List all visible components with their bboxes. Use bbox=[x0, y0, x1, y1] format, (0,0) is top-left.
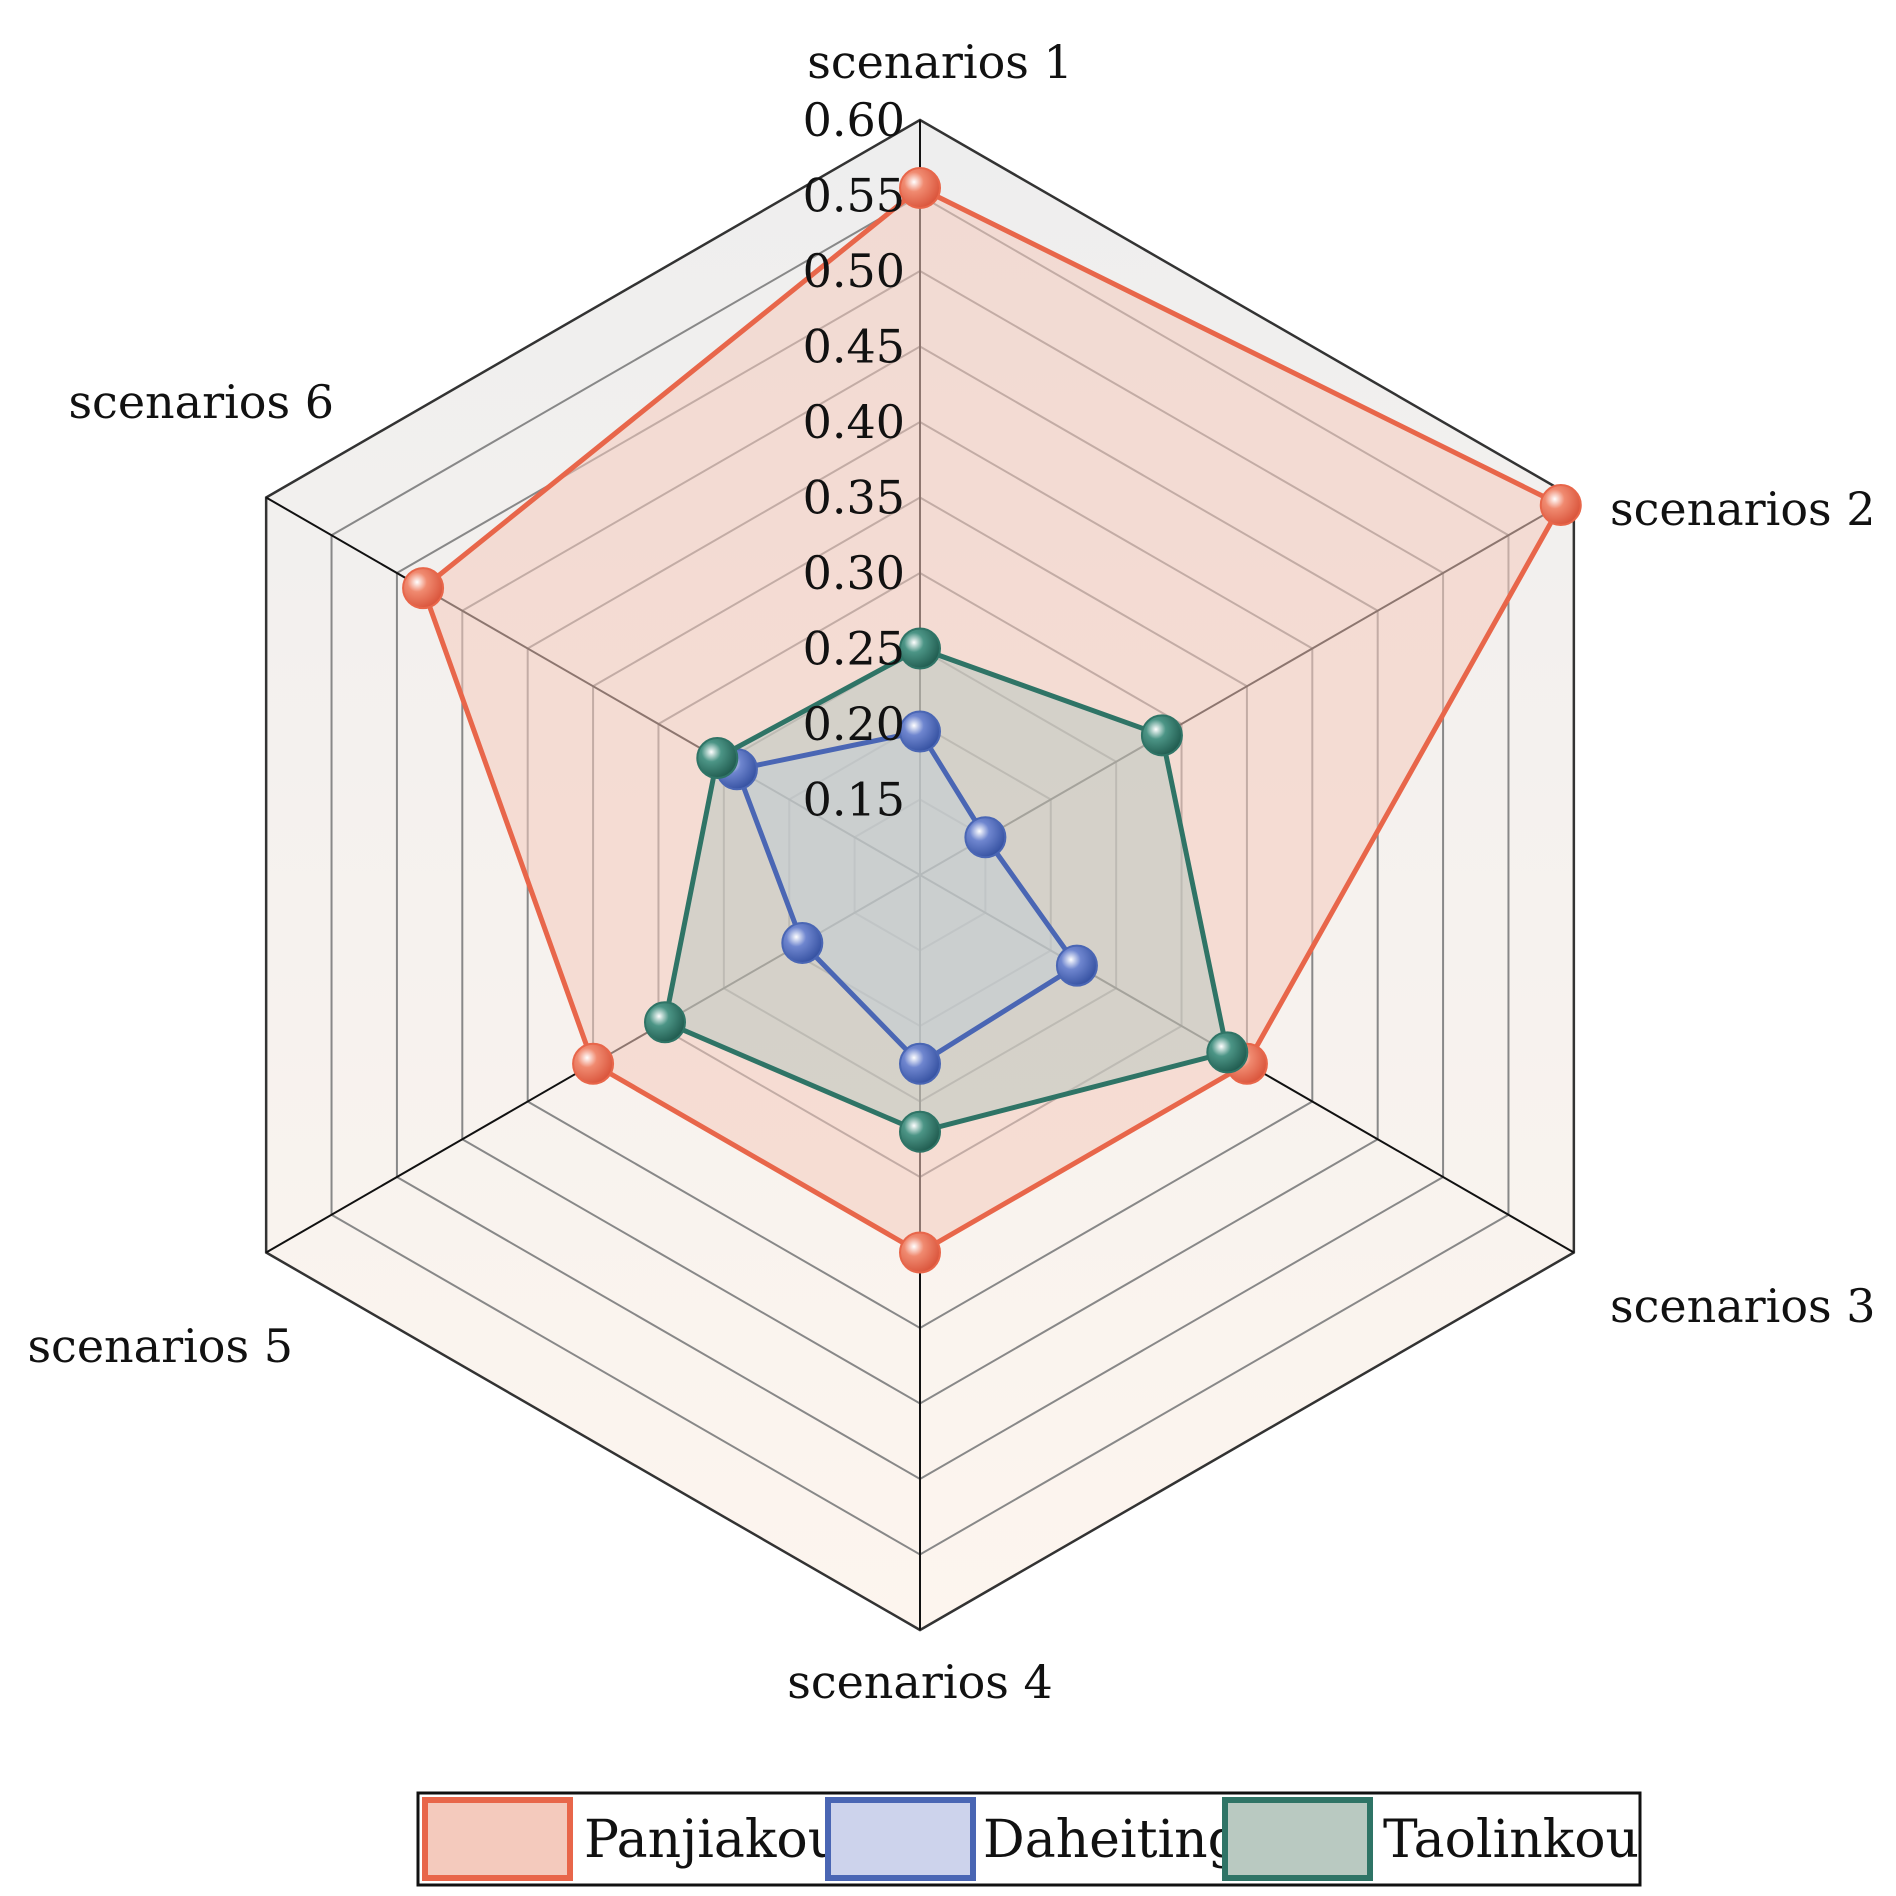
data-point bbox=[1055, 944, 1098, 987]
legend-box bbox=[416, 1791, 1642, 1887]
tick-label: 0.20 bbox=[803, 697, 905, 751]
legend: Panjiakou Daheiting Taolinkou bbox=[416, 1791, 1642, 1887]
tick-label: 0.15 bbox=[803, 773, 905, 827]
data-point bbox=[964, 816, 1007, 859]
axis-label: scenarios 1 bbox=[807, 35, 1073, 89]
data-point bbox=[1539, 484, 1582, 527]
legend-label: Panjiakou bbox=[584, 1810, 841, 1870]
axis-label: scenarios 4 bbox=[787, 1655, 1053, 1709]
axis-label: scenarios 2 bbox=[1610, 482, 1876, 536]
data-point bbox=[696, 736, 739, 779]
axis-label: scenarios 5 bbox=[27, 1319, 293, 1373]
tick-label: 0.40 bbox=[803, 395, 905, 449]
legend-swatch bbox=[1222, 1797, 1373, 1881]
data-point bbox=[899, 627, 941, 670]
data-point bbox=[643, 1001, 686, 1044]
radar-axis-labels: scenarios 1 scenarios 2 scenarios 3 scenari… bbox=[27, 35, 1875, 1709]
data-point bbox=[899, 1231, 941, 1274]
data-point bbox=[402, 567, 445, 610]
data-point bbox=[1206, 1031, 1249, 1074]
radar-series bbox=[402, 166, 1582, 1274]
tick-label: 0.50 bbox=[803, 244, 905, 298]
axis-label: scenarios 3 bbox=[1610, 1279, 1876, 1333]
series-area bbox=[664, 648, 1228, 1132]
data-point bbox=[1140, 714, 1183, 757]
data-point bbox=[899, 710, 941, 753]
legend-swatch bbox=[825, 1797, 976, 1881]
legend-swatch bbox=[422, 1797, 573, 1881]
legend-label: Daheiting bbox=[983, 1810, 1241, 1870]
data-point bbox=[899, 1110, 941, 1153]
data-point bbox=[899, 1042, 941, 1085]
tick-label: 0.25 bbox=[803, 622, 905, 676]
data-point bbox=[899, 166, 941, 209]
tick-label: 0.45 bbox=[803, 320, 905, 374]
tick-label: 0.35 bbox=[803, 471, 905, 525]
axis-label: scenarios 6 bbox=[68, 375, 334, 429]
tick-label: 0.55 bbox=[803, 169, 905, 223]
data-point bbox=[781, 921, 824, 964]
tick-label: 0.60 bbox=[803, 93, 905, 147]
tick-label: 0.30 bbox=[803, 546, 905, 600]
legend-label: Taolinkou bbox=[1383, 1810, 1639, 1870]
radar-tick-labels: 0.60 0.55 0.50 0.45 0.40 0.35 0.30 0.25 0.20 0.15 bbox=[803, 93, 905, 827]
data-point bbox=[572, 1042, 615, 1085]
